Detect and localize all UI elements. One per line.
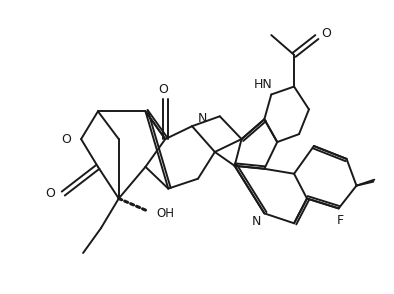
Text: N: N (198, 112, 207, 125)
Text: F: F (337, 214, 344, 227)
Text: OH: OH (156, 207, 175, 220)
Text: O: O (45, 187, 55, 200)
Text: O: O (321, 26, 331, 40)
Text: N: N (252, 215, 261, 228)
Text: O: O (158, 83, 168, 96)
Text: HN: HN (253, 78, 272, 91)
Text: O: O (61, 133, 71, 146)
